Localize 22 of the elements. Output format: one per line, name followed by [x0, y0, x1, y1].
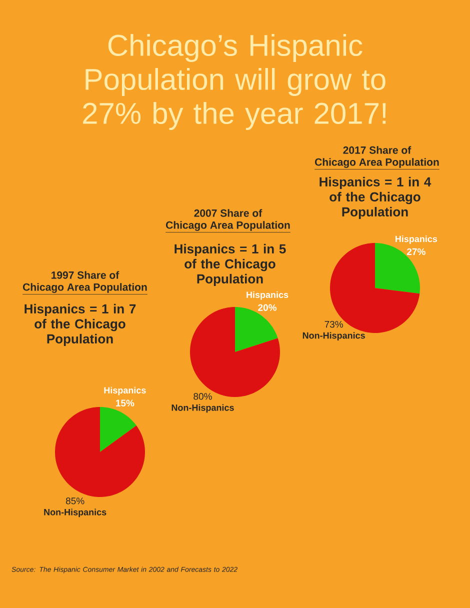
text: Hispanics = 1 in 4 of the Chicago Population: [320, 176, 432, 220]
data-label: 20%: [258, 304, 277, 311]
data-label: 27%: [406, 248, 426, 256]
slice-label: Non-Hispanics: [44, 508, 106, 518]
data-label: 85%: [66, 498, 84, 504]
chart-subtitle: Chicago Area Population: [166, 221, 290, 231]
text: Hispanics = 1 in 5 of the Chicago Population: [174, 244, 286, 286]
slice-label: Non-Hispanics: [172, 404, 234, 413]
slice-label: Hispanics: [104, 386, 146, 396]
text: Chicago’s Hispanic Population will grow to 27% by the year 2017!: [83, 34, 386, 130]
data-label: 80%: [194, 393, 212, 400]
chart-title: 2007 Share of: [194, 209, 262, 217]
chart-subtitle: Chicago Area Population: [314, 158, 439, 168]
chart-title: 2017 Share of: [343, 146, 412, 154]
data-label: 73%: [324, 320, 343, 328]
slice-label: Non-Hispanics: [302, 332, 365, 340]
slice-label: Hispanics: [396, 236, 438, 244]
slice-label: Hispanics: [246, 291, 288, 300]
text: Hispanics = 1 in 7 of the Chicago Population: [24, 304, 136, 346]
chart-subtitle: Chicago Area Population: [23, 283, 147, 293]
chart-title: 1997 Share of: [52, 271, 120, 279]
data-label: 15%: [116, 400, 134, 406]
